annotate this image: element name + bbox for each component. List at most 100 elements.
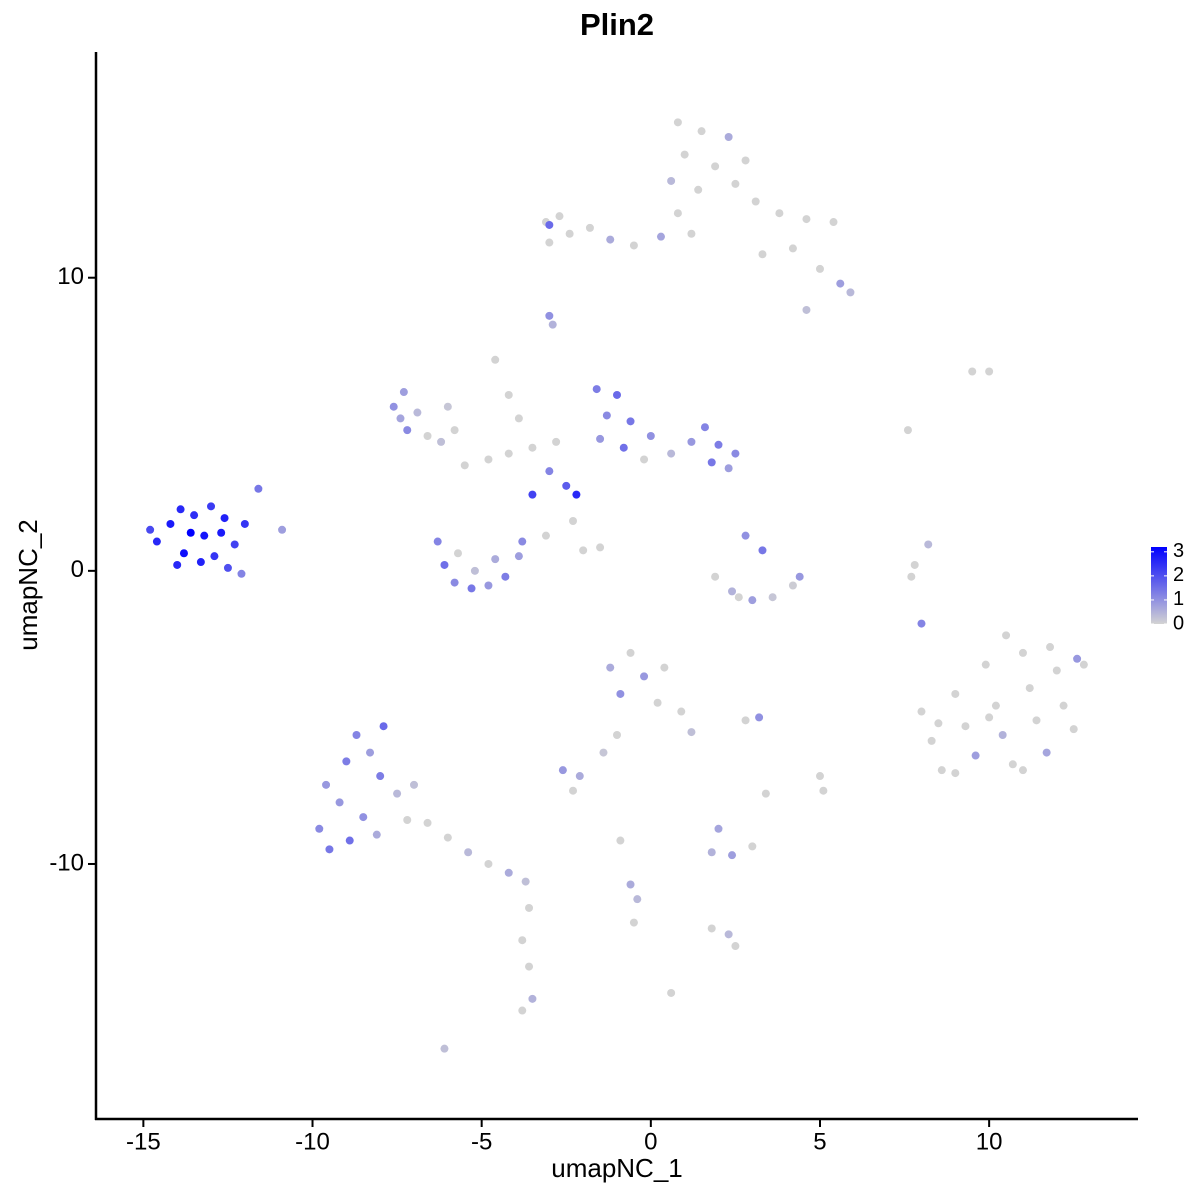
cell-point xyxy=(484,581,493,590)
cell-point xyxy=(1069,725,1078,734)
cell-point xyxy=(927,736,936,745)
cell-point xyxy=(541,531,550,540)
cell-point xyxy=(700,423,709,432)
colorbar xyxy=(1151,547,1167,624)
cell-point xyxy=(325,845,334,854)
cell-point xyxy=(440,560,449,569)
cell-point xyxy=(237,569,246,578)
cell-point xyxy=(399,388,408,397)
cell-point xyxy=(660,663,669,672)
cell-point xyxy=(433,537,442,546)
cell-point xyxy=(728,851,737,860)
cell-point xyxy=(467,584,476,593)
cell-point xyxy=(711,572,720,581)
cell-point xyxy=(971,751,980,760)
cell-point xyxy=(731,179,740,188)
cell-point xyxy=(924,540,933,549)
cell-point xyxy=(190,511,199,520)
cell-point xyxy=(795,572,804,581)
cell-point xyxy=(372,830,381,839)
cell-point xyxy=(558,766,567,775)
cell-point xyxy=(518,936,527,945)
cell-point xyxy=(761,789,770,798)
cell-point xyxy=(724,133,733,142)
cell-point xyxy=(514,552,523,561)
cell-point xyxy=(366,748,375,757)
cell-point xyxy=(815,264,824,273)
cell-point xyxy=(207,502,216,511)
cell-point xyxy=(450,578,459,587)
cell-point xyxy=(836,279,845,288)
cell-point xyxy=(613,390,621,399)
y-tick-label: 10 xyxy=(57,263,84,290)
cell-point xyxy=(626,648,635,657)
cell-point xyxy=(518,537,527,546)
y-tick-label: 0 xyxy=(71,556,84,583)
cell-point xyxy=(653,698,662,707)
colorbar-label: 3 xyxy=(1173,540,1184,562)
cell-point xyxy=(687,229,696,238)
x-tick-label: 5 xyxy=(813,1128,826,1155)
cell-point xyxy=(254,484,263,493)
cell-point xyxy=(619,443,628,452)
x-tick-label: -10 xyxy=(295,1128,330,1155)
x-tick-label: -5 xyxy=(471,1128,492,1155)
cell-point xyxy=(443,833,452,842)
cell-point xyxy=(352,730,361,739)
cell-point xyxy=(179,549,188,558)
cell-point xyxy=(528,443,537,452)
cell-point xyxy=(464,848,473,857)
cell-point xyxy=(741,156,750,165)
cell-point xyxy=(667,176,676,185)
cell-point xyxy=(656,232,665,241)
points xyxy=(146,118,1088,1053)
cell-point xyxy=(788,581,797,590)
cell-point xyxy=(200,531,209,540)
cell-point xyxy=(596,543,605,552)
cell-point xyxy=(315,824,324,833)
y-tick-label: -10 xyxy=(49,849,84,876)
cell-point xyxy=(677,707,686,716)
cell-point xyxy=(937,766,946,775)
cell-point xyxy=(606,663,615,672)
cell-point xyxy=(413,408,422,417)
cell-point xyxy=(572,490,581,499)
cell-point xyxy=(460,461,469,470)
cell-point xyxy=(616,836,625,845)
cell-point xyxy=(775,209,784,218)
cell-point xyxy=(525,962,534,971)
cell-point xyxy=(410,780,419,789)
cell-point xyxy=(846,288,855,297)
cell-point xyxy=(220,514,229,523)
cell-point xyxy=(525,903,534,912)
cell-point xyxy=(602,411,611,420)
cell-point xyxy=(616,689,625,698)
cell-point xyxy=(569,786,578,795)
cell-point xyxy=(903,426,912,435)
cell-point xyxy=(968,367,977,376)
cell-point xyxy=(673,209,682,218)
cell-point xyxy=(440,1044,449,1053)
cell-point xyxy=(1002,631,1011,640)
cell-point xyxy=(342,757,351,766)
cell-point xyxy=(707,924,716,933)
cell-point xyxy=(186,528,195,537)
cell-point xyxy=(751,197,760,206)
cell-point xyxy=(1032,716,1041,725)
cell-point xyxy=(545,220,554,229)
cell-point xyxy=(910,560,919,569)
colorbar-label: 0 xyxy=(1173,612,1184,634)
cell-point xyxy=(470,566,479,575)
x-tick-label: 0 xyxy=(644,1128,657,1155)
cell-point xyxy=(985,713,994,722)
x-tick-label: -15 xyxy=(126,1128,161,1155)
cell-point xyxy=(829,218,838,227)
cell-point xyxy=(728,587,737,596)
cell-point xyxy=(223,563,232,572)
cell-point xyxy=(484,859,493,868)
cell-point xyxy=(633,895,642,904)
cell-point xyxy=(423,432,432,441)
cell-point xyxy=(518,1006,527,1015)
cell-point xyxy=(758,250,767,259)
cell-point xyxy=(724,930,733,939)
